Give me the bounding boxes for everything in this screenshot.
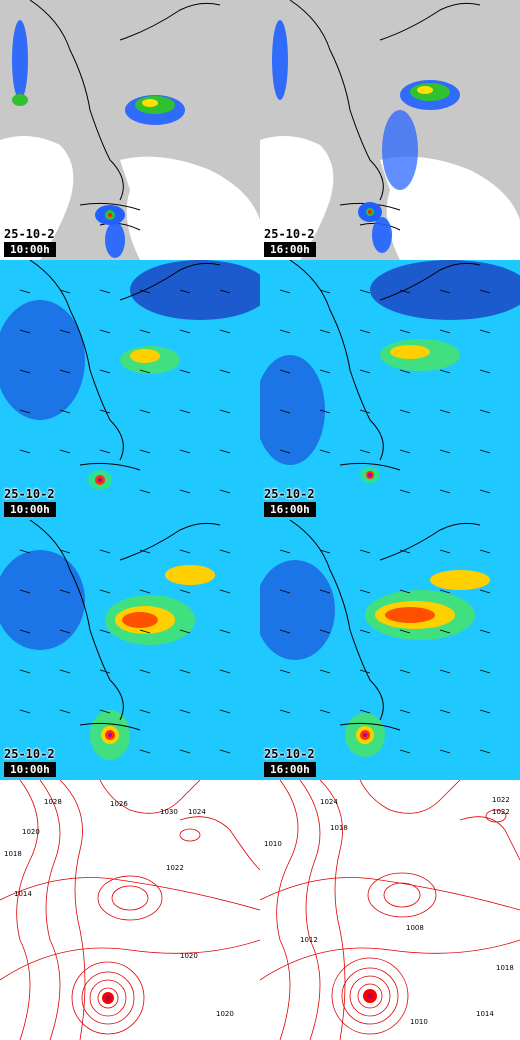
wind-surface-map-1000 [0, 260, 260, 520]
wind-upper-panel-1000[interactable]: 25-10-2 10:00h [0, 520, 260, 780]
isobar-label: 1010 [410, 1018, 428, 1026]
pressure-map-1000: 1028 1026 1024 1030 1020 1022 1018 1014 … [0, 780, 260, 1040]
timestamp-time: 10:00h [4, 242, 56, 257]
precip-map-1600 [260, 0, 520, 260]
timestamp: 25-10-2 10:00h [4, 748, 56, 777]
isobar-label: 1018 [4, 850, 22, 858]
timestamp: 25-10-2 16:00h [264, 748, 316, 777]
isobar-label: 1022 [492, 808, 510, 816]
isobar-label: 1020 [22, 828, 40, 836]
isobar-label: 1020 [180, 952, 198, 960]
timestamp-date: 25-10-2 [4, 747, 55, 761]
timestamp: 25-10-2 16:00h [264, 488, 316, 517]
isobar-label: 1024 [188, 808, 206, 816]
timestamp-time: 16:00h [264, 762, 316, 777]
isobar-label: 1014 [476, 1010, 494, 1018]
pressure-panel-1600[interactable]: 1024 1022 1018 1022 1008 1012 1010 1018 … [260, 780, 520, 1040]
wind-surface-panel-1600[interactable]: 25-10-2 16:00h [260, 260, 520, 520]
isobar-label: 1014 [14, 890, 32, 898]
isobar-label: 1012 [300, 936, 318, 944]
timestamp-time: 16:00h [264, 502, 316, 517]
timestamp-time: 10:00h [4, 502, 56, 517]
precip-panel-1600[interactable]: 25-10-2 16:00h [260, 0, 520, 260]
timestamp-date: 25-10-2 [264, 747, 315, 761]
pressure-map-1600: 1024 1022 1018 1022 1008 1012 1010 1018 … [260, 780, 520, 1040]
isobar-label: 1024 [320, 798, 338, 806]
timestamp-time: 10:00h [4, 762, 56, 777]
isobar-label: 1022 [166, 864, 184, 872]
isobar-label: 1026 [110, 800, 128, 808]
wind-upper-map-1000 [0, 520, 260, 780]
wind-upper-panel-1600[interactable]: 25-10-2 16:00h [260, 520, 520, 780]
timestamp: 25-10-2 16:00h [264, 228, 316, 257]
pressure-panel-1000[interactable]: 1028 1026 1024 1030 1020 1022 1018 1014 … [0, 780, 260, 1040]
timestamp-date: 25-10-2 [264, 227, 315, 241]
timestamp-date: 25-10-2 [4, 487, 55, 501]
isobar-label: 1020 [216, 1010, 234, 1018]
isobar-label: 1008 [406, 924, 424, 932]
wind-surface-panel-1000[interactable]: 25-10-2 10:00h [0, 260, 260, 520]
timestamp-date: 25-10-2 [264, 487, 315, 501]
timestamp: 25-10-2 10:00h [4, 228, 56, 257]
isobar-label: 1028 [44, 798, 62, 806]
isobar-label: 1018 [330, 824, 348, 832]
isobar-label: 1030 [160, 808, 178, 816]
isobar-label: 1022 [492, 796, 510, 804]
timestamp-time: 16:00h [264, 242, 316, 257]
wind-upper-map-1600 [260, 520, 520, 780]
precip-map-1000 [0, 0, 260, 260]
isobar-label: 1010 [264, 840, 282, 848]
timestamp: 25-10-2 10:00h [4, 488, 56, 517]
wind-surface-map-1600 [260, 260, 520, 520]
precip-panel-1000[interactable]: 25-10-2 10:00h [0, 0, 260, 260]
isobar-label: 1018 [496, 964, 514, 972]
timestamp-date: 25-10-2 [4, 227, 55, 241]
